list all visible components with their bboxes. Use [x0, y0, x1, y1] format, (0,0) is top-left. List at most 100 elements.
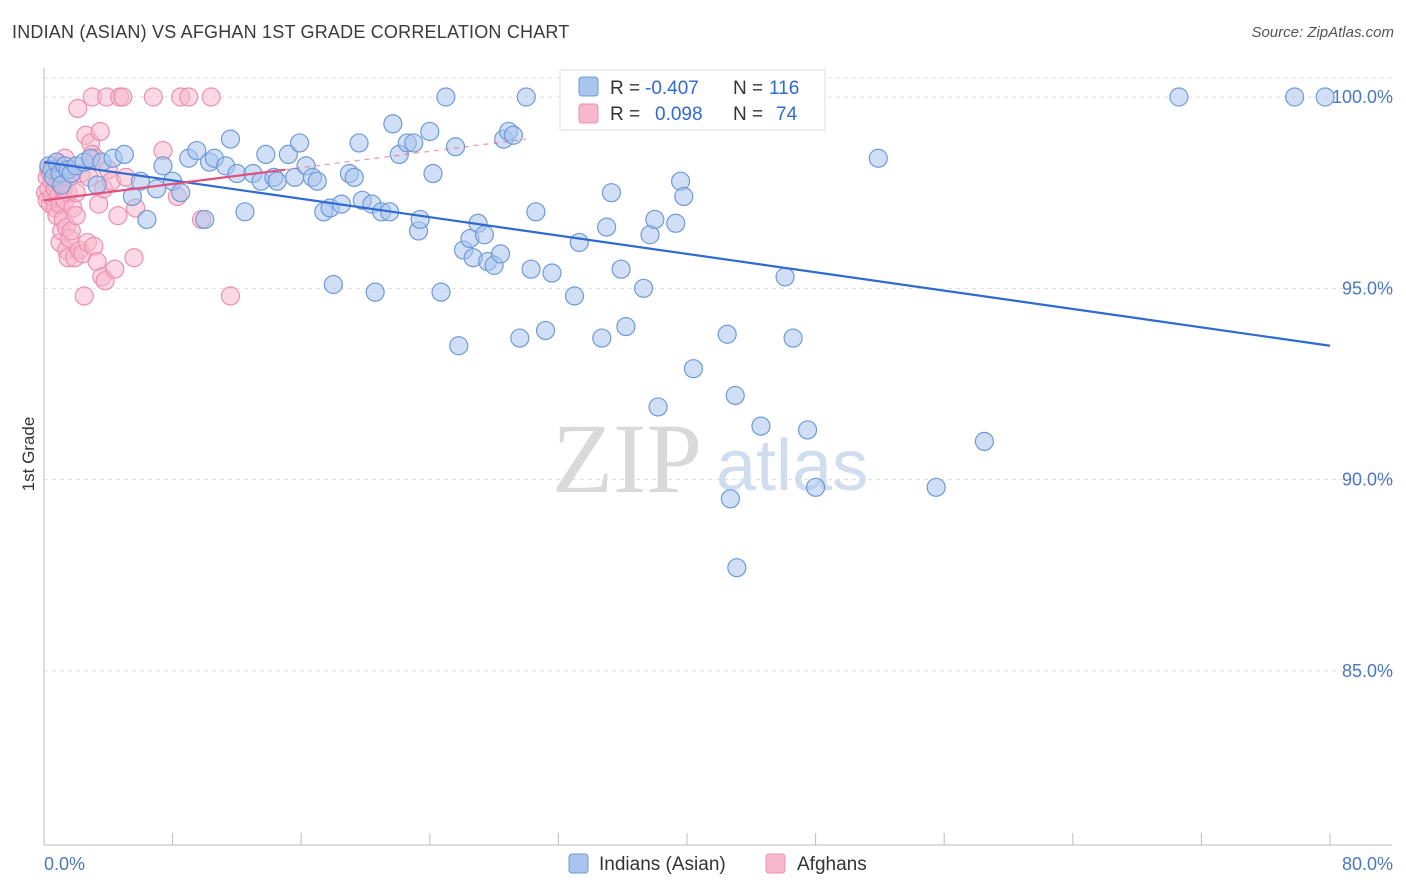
indian-point — [146, 179, 167, 199]
indian-point — [256, 144, 276, 164]
indian-point — [289, 133, 310, 153]
indian-point — [87, 175, 107, 195]
x-tick-label-max: 80.0% — [1342, 854, 1393, 874]
indian-point — [344, 167, 364, 187]
indian-trend-line — [43, 160, 1331, 347]
x-tick-label-min: 0.0% — [44, 854, 85, 874]
indian-point — [137, 209, 157, 230]
indian-point — [365, 282, 385, 302]
legend-n-label-indian: N = — [733, 78, 763, 99]
indian-point — [597, 217, 617, 237]
y-axis-title: 1st Grade — [19, 417, 38, 492]
afghan-point — [66, 206, 86, 226]
y-tick-label: 90.0% — [1342, 470, 1393, 490]
indian-point — [775, 267, 795, 287]
indian-point — [611, 259, 631, 279]
indian-point — [195, 209, 215, 230]
indian-point — [410, 209, 430, 230]
indian-point — [797, 420, 818, 440]
bottom-legend-label-afghan: Afghans — [797, 854, 867, 875]
afghan-point — [179, 87, 199, 107]
y-tick-label: 100.0% — [1332, 87, 1393, 107]
indian-point — [153, 156, 173, 176]
afghan-point — [143, 87, 163, 107]
chart-title: INDIAN (ASIAN) VS AFGHAN 1ST GRADE CORRE… — [12, 22, 570, 42]
bottom-legend-swatch-afghan — [765, 853, 786, 874]
indian-point — [220, 129, 241, 149]
indian-point — [171, 183, 191, 203]
afghan-point — [108, 206, 128, 226]
afghan-point — [105, 259, 125, 279]
indian-point — [449, 336, 469, 356]
indian-point — [535, 320, 556, 341]
afghan-point — [201, 87, 221, 107]
indian-point — [431, 282, 451, 302]
afghan-points — [36, 87, 241, 306]
indian-point — [423, 163, 443, 184]
y-tick-label: 95.0% — [1342, 278, 1393, 298]
indian-point — [751, 416, 771, 436]
indian-point — [974, 431, 994, 451]
indian-point — [445, 137, 466, 157]
indian-point — [323, 274, 343, 295]
indian-point — [235, 202, 255, 222]
indian-point — [187, 140, 207, 161]
watermark: ZIP atlas — [552, 403, 868, 514]
indian-point — [601, 183, 622, 203]
bottom-legend-swatch-indian — [568, 853, 589, 874]
indian-point — [521, 259, 541, 279]
indian-point — [490, 244, 511, 264]
legend-n-value-indian: 116 — [769, 78, 799, 99]
watermark-atlas: atlas — [716, 426, 868, 506]
indian-point — [474, 225, 495, 245]
indian-point — [404, 133, 424, 153]
afghan-point — [68, 98, 88, 119]
indian-point — [307, 171, 327, 191]
watermark-zip: ZIP — [552, 403, 702, 514]
indian-points — [39, 87, 1335, 578]
indian-point — [278, 144, 298, 164]
stats-legend: R = -0.407 N = 116 R = 0.098 N = 74 — [559, 69, 826, 131]
indian-point — [349, 133, 369, 153]
tick-labels: 85.0% 90.0% 95.0% 100.0% 0.0% 80.0% — [44, 87, 1393, 874]
legend-r-value-afghan: 0.098 — [655, 104, 703, 125]
indian-point — [510, 328, 530, 348]
indian-point — [633, 278, 654, 298]
bottom-legend: Indians (Asian) Afghans — [568, 853, 867, 875]
legend-n-label-afghan: N = — [733, 104, 763, 125]
afghan-trend-extension — [285, 138, 527, 171]
indian-point — [645, 209, 665, 230]
indian-point — [683, 359, 704, 379]
y-tick-label: 85.0% — [1342, 661, 1393, 681]
indian-point — [114, 144, 134, 164]
indian-point — [727, 558, 747, 578]
bottom-legend-label-indian: Indians (Asian) — [599, 854, 726, 875]
indian-point — [1315, 87, 1335, 107]
legend-r-label-indian: R = — [610, 78, 640, 99]
indian-point — [666, 213, 686, 233]
legend-swatch-afghan — [578, 103, 599, 124]
indian-point — [420, 121, 440, 142]
chart-source: Source: ZipAtlas.com — [1251, 24, 1394, 41]
indian-point — [227, 163, 247, 184]
indian-point — [805, 477, 826, 497]
indian-point — [783, 328, 803, 348]
indian-point — [926, 477, 946, 497]
afghan-point — [90, 121, 110, 142]
indian-point — [526, 202, 546, 222]
afghan-trend-line — [43, 168, 286, 202]
indian-point — [122, 186, 143, 207]
indian-point — [720, 489, 741, 509]
indian-point — [868, 148, 888, 168]
indian-point — [267, 171, 287, 191]
indian-point — [1285, 87, 1305, 107]
indian-point — [648, 397, 668, 417]
legend-r-value-indian: -0.407 — [645, 78, 699, 99]
legend-n-value-afghan: 74 — [776, 104, 798, 125]
indian-point — [592, 328, 612, 348]
indian-point — [569, 232, 589, 253]
legend-r-label-afghan: R = — [610, 104, 640, 125]
indian-point — [1169, 87, 1189, 107]
stats-legend-box — [559, 69, 826, 131]
